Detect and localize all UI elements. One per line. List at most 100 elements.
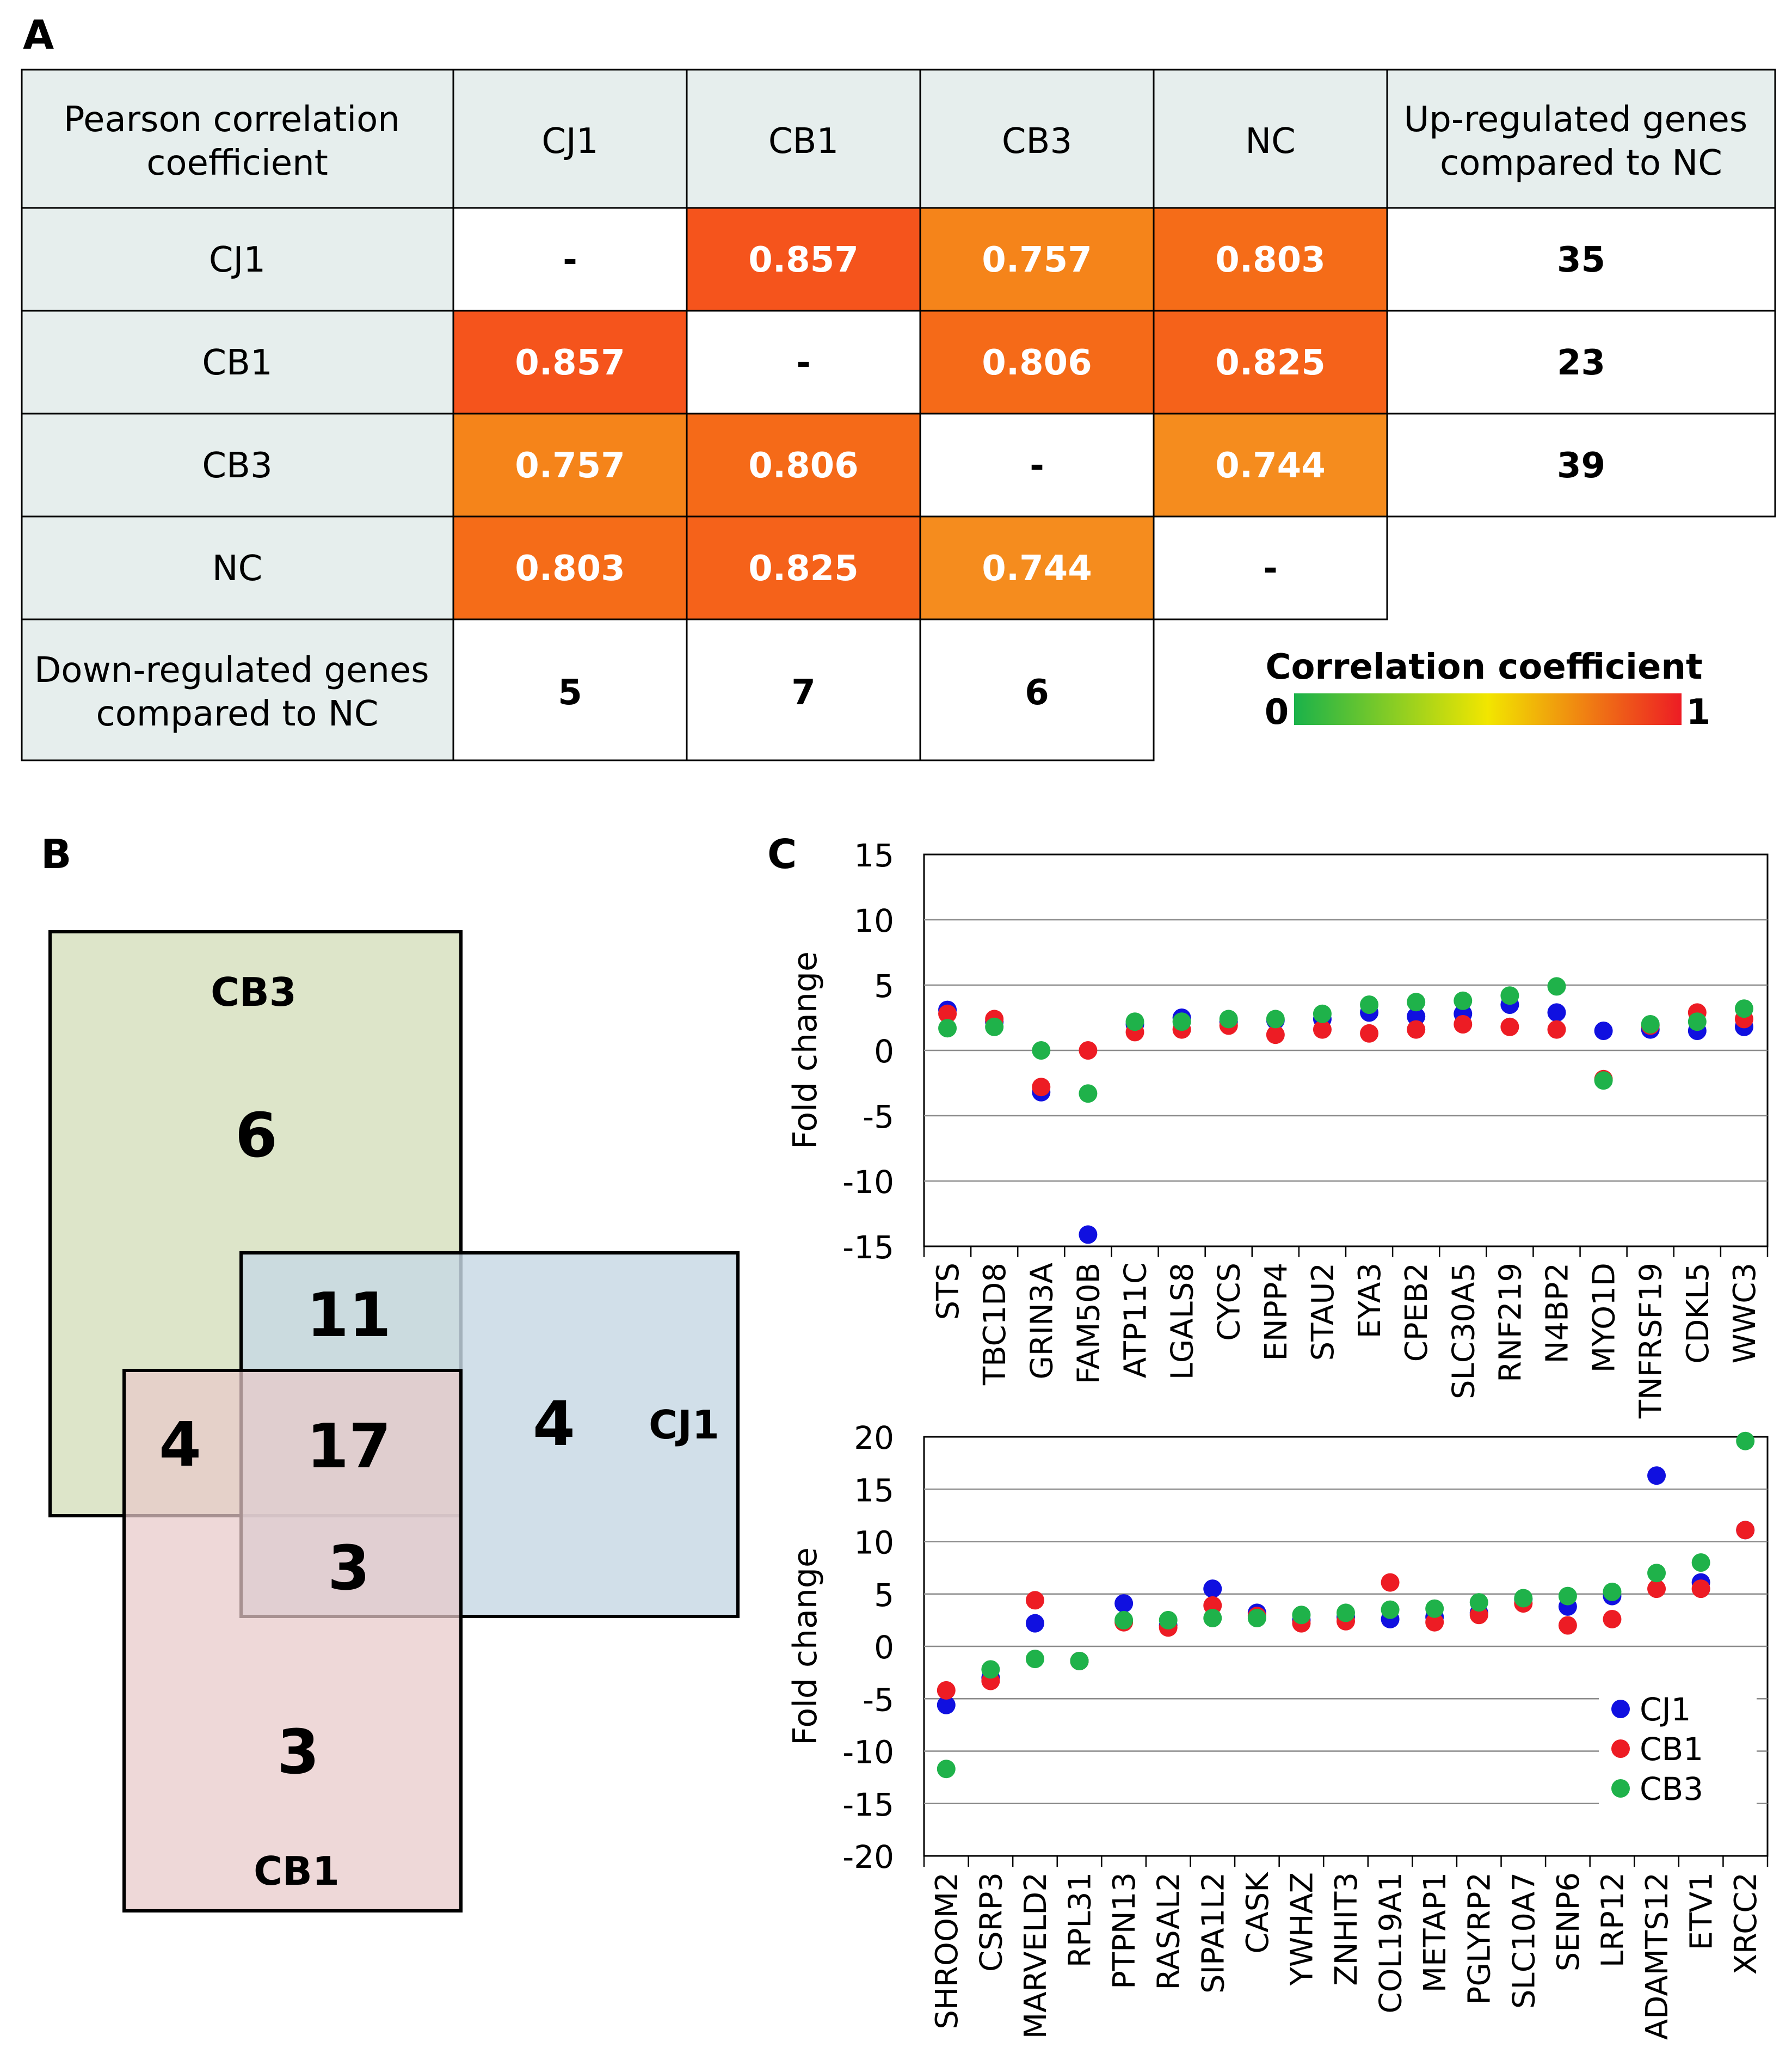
x-category-label: N4BP2 (1540, 1263, 1575, 1363)
down-count-value: 5 (558, 673, 582, 713)
data-point-cb3 (1736, 1431, 1755, 1450)
up-header-cell (1386, 69, 1776, 209)
venn-count-cb3-only: 6 (235, 1100, 278, 1171)
data-point-cb1 (1313, 1020, 1332, 1039)
down-header-line-2: compared to NC (96, 694, 379, 734)
column-header-cb1: CB1 (768, 121, 839, 162)
fold-change-chart-top: -15 -10 -5 0 5 10 15 Fold change STS TBC1D8 GRIN3A… (786, 837, 1769, 1419)
table-cell (452, 310, 688, 415)
x-category-label: SLC10A7 (1506, 1872, 1542, 2009)
x-category-label: RNF219 (1493, 1263, 1528, 1382)
x-category-label: SLC30A5 (1446, 1263, 1481, 1399)
table-cell (452, 515, 688, 620)
x-category-label: ZNHIT3 (1329, 1872, 1364, 1986)
x-category-label: ENPP4 (1259, 1263, 1294, 1361)
up-count-value: 23 (1557, 343, 1605, 383)
data-point-cb1 (1736, 1521, 1755, 1540)
data-point-cj1 (1594, 1022, 1613, 1040)
data-point-cb3 (1603, 1582, 1622, 1601)
x-category-label: CASK (1240, 1872, 1276, 1954)
data-point-cb3 (981, 1660, 1000, 1679)
data-point-cb3 (1500, 986, 1519, 1005)
x-category-label: SIPA1L2 (1196, 1872, 1231, 1994)
y-tick-label: -10 (842, 1734, 894, 1771)
panel-label-a: A (23, 12, 54, 59)
data-point-cb1 (1500, 1017, 1519, 1036)
correlation-color-scale: Correlation coefficient 0 1 (1265, 647, 1711, 733)
venn-count-cb1-only: 3 (277, 1717, 319, 1788)
corner-header-line-1: Pearson correlation (64, 100, 400, 140)
table-cell (919, 207, 1155, 312)
y-tick-label: 0 (874, 1629, 894, 1666)
row-label: CB1 (202, 343, 272, 383)
up-count-cell (1386, 207, 1776, 312)
x-category-label: PGLYRP2 (1462, 1872, 1498, 2004)
x-category-label: EYA3 (1352, 1263, 1388, 1338)
down-header-cell (21, 618, 454, 761)
legend-marker-cb1 (1611, 1739, 1630, 1758)
table-cell (1153, 515, 1388, 620)
panel-label-c: C (767, 831, 797, 878)
up-count-cell (1386, 413, 1776, 518)
up-header-line-1: Up-regulated genes (1403, 100, 1747, 140)
table-cell (686, 310, 921, 415)
cell-value: 0.744 (1215, 446, 1325, 486)
down-header-line-1: Down-regulated genes (34, 650, 429, 691)
data-point-cb1 (1025, 1591, 1044, 1610)
data-point-cb3 (1454, 991, 1473, 1010)
y-tick-label: 10 (854, 1524, 894, 1561)
table-row: CJ1 - 0.857 0.757 0.803 35 (21, 207, 1776, 312)
column-header-cj1: CJ1 (541, 121, 598, 162)
cell-value: - (1030, 446, 1044, 486)
data-point-cb1 (1032, 1078, 1051, 1097)
data-point-cb3 (1547, 977, 1566, 996)
data-point-cb3 (1159, 1610, 1178, 1629)
data-point-cb3 (1641, 1015, 1660, 1034)
down-count-cell (686, 618, 921, 761)
venn-set-cb1 (122, 1369, 463, 1912)
up-count-value: 39 (1557, 446, 1605, 486)
down-count-value: 7 (791, 673, 816, 713)
y-tick-label: 15 (854, 1472, 894, 1509)
corner-header-text: Pearson correlation coefficient (64, 100, 411, 183)
legend-label-cj1: CJ1 (1640, 1691, 1691, 1728)
corner-header-line-2: coefficient (146, 143, 328, 183)
table-header-row: Pearson correlation coefficient CJ1 CB1 … (21, 69, 1776, 209)
data-point-cj1 (937, 1695, 956, 1714)
x-category-label: TBC1D8 (977, 1263, 1013, 1386)
venn-count-cj1-only: 4 (533, 1389, 575, 1460)
data-point-cb3 (1032, 1041, 1051, 1060)
venn-label-cb1: CB1 (254, 1848, 340, 1894)
column-header-nc: NC (1245, 121, 1296, 162)
cell-value: 0.803 (1215, 240, 1325, 280)
x-category-label: TNFRSF19 (1634, 1263, 1669, 1419)
x-category-label: MARVELD2 (1018, 1872, 1054, 2039)
corner-header-cell (21, 69, 454, 209)
data-point-cb3 (1469, 1593, 1488, 1612)
data-point-cb3 (1219, 1010, 1238, 1029)
data-point-cb3 (1594, 1071, 1613, 1090)
x-category-label: ETV1 (1684, 1872, 1720, 1951)
y-tick-label: -15 (842, 1229, 894, 1266)
column-header-cell-cb3 (919, 69, 1155, 209)
venn-count-cb3-cb1: 4 (159, 1410, 201, 1480)
data-point-cj1 (1407, 1007, 1426, 1026)
y-axis-label: Fold change (786, 951, 824, 1149)
data-point-cb3 (985, 1017, 1004, 1036)
y-tick-label: -5 (863, 1681, 894, 1718)
data-point-cb3 (1313, 1004, 1332, 1023)
venn-count-cb3-cj1: 11 (306, 1280, 391, 1351)
row-label: CJ1 (209, 240, 266, 280)
data-point-cb3 (1407, 993, 1426, 1012)
table-cell (452, 413, 688, 518)
y-tick-label: 0 (874, 1033, 894, 1070)
down-count-cell (919, 618, 1155, 761)
x-category-label: SENP6 (1551, 1872, 1586, 1971)
data-point-cb3 (1425, 1599, 1444, 1618)
data-point-cb1 (1079, 1041, 1098, 1060)
data-point-cb1 (1454, 1015, 1473, 1034)
data-point-cj1 (1547, 1003, 1566, 1022)
data-point-cb3 (1247, 1609, 1266, 1628)
table-row: CB1 0.857 - 0.806 0.825 23 (21, 310, 1776, 415)
